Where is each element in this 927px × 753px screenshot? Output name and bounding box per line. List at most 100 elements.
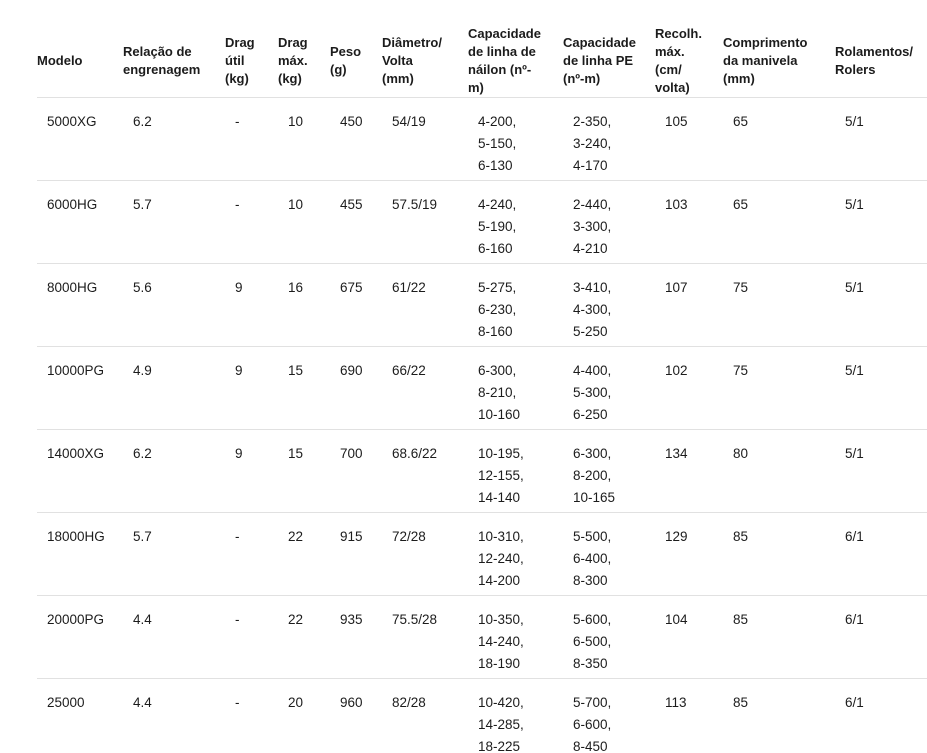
cell-diametro-volta: 75.5/28 bbox=[382, 595, 468, 679]
cell-capacidade-nailon: 10-195, 12-155, 14-140 bbox=[468, 429, 563, 513]
cell-drag-max: 15 bbox=[278, 429, 330, 513]
cell-capacidade-pe: 3-410, 4-300, 5-250 bbox=[563, 263, 655, 347]
cell-peso: 960 bbox=[330, 678, 382, 753]
cell-rolamentos: 5/1 bbox=[835, 97, 927, 181]
cell-peso: 700 bbox=[330, 429, 382, 513]
cell-drag-max: 22 bbox=[278, 595, 330, 679]
table-row: 18000HG 5.7 - 22 915 72/28 10-310, 12-24… bbox=[37, 512, 927, 596]
cell-recolhimento-max: 134 bbox=[655, 429, 723, 513]
cell-drag-max: 20 bbox=[278, 678, 330, 753]
cell-drag-util: - bbox=[225, 678, 278, 753]
cell-capacidade-nailon: 10-420, 14-285, 18-225 bbox=[468, 678, 563, 753]
cell-modelo: 18000HG bbox=[37, 512, 123, 596]
cell-relacao-engrenagem: 6.2 bbox=[123, 97, 225, 181]
cell-recolhimento-max: 105 bbox=[655, 97, 723, 181]
cell-peso: 690 bbox=[330, 346, 382, 430]
cell-comprimento-manivela: 75 bbox=[723, 263, 835, 347]
header-row: Modelo Relação de engrenagem Drag útil (… bbox=[37, 0, 927, 98]
cell-drag-max: 22 bbox=[278, 512, 330, 596]
cell-capacidade-pe: 5-700, 6-600, 8-450 bbox=[563, 678, 655, 753]
cell-diametro-volta: 72/28 bbox=[382, 512, 468, 596]
cell-comprimento-manivela: 85 bbox=[723, 595, 835, 679]
column-header-peso: Peso (g) bbox=[330, 0, 382, 98]
cell-drag-max: 10 bbox=[278, 97, 330, 181]
column-header-drag-util: Drag útil (kg) bbox=[225, 0, 278, 98]
cell-modelo: 8000HG bbox=[37, 263, 123, 347]
cell-recolhimento-max: 107 bbox=[655, 263, 723, 347]
table-row: 8000HG 5.6 9 16 675 61/22 5-275, 6-230, … bbox=[37, 263, 927, 347]
cell-peso: 455 bbox=[330, 180, 382, 264]
cell-diametro-volta: 82/28 bbox=[382, 678, 468, 753]
column-header-diametro-volta: Diâmetro/ Volta (mm) bbox=[382, 0, 468, 98]
column-header-capacidade-nailon: Capacidade de linha de náilon (nº- m) bbox=[468, 0, 563, 98]
table-row: 25000 4.4 - 20 960 82/28 10-420, 14-285,… bbox=[37, 678, 927, 753]
cell-diametro-volta: 68.6/22 bbox=[382, 429, 468, 513]
cell-relacao-engrenagem: 4.9 bbox=[123, 346, 225, 430]
cell-rolamentos: 6/1 bbox=[835, 595, 927, 679]
cell-drag-max: 16 bbox=[278, 263, 330, 347]
cell-comprimento-manivela: 85 bbox=[723, 512, 835, 596]
cell-capacidade-nailon: 4-200, 5-150, 6-130 bbox=[468, 97, 563, 181]
cell-diametro-volta: 54/19 bbox=[382, 97, 468, 181]
cell-diametro-volta: 61/22 bbox=[382, 263, 468, 347]
cell-drag-max: 15 bbox=[278, 346, 330, 430]
cell-capacidade-nailon: 10-350, 14-240, 18-190 bbox=[468, 595, 563, 679]
cell-diametro-volta: 57.5/19 bbox=[382, 180, 468, 264]
cell-modelo: 25000 bbox=[37, 678, 123, 753]
cell-comprimento-manivela: 65 bbox=[723, 97, 835, 181]
cell-relacao-engrenagem: 5.7 bbox=[123, 180, 225, 264]
cell-relacao-engrenagem: 4.4 bbox=[123, 678, 225, 753]
cell-rolamentos: 6/1 bbox=[835, 678, 927, 753]
table-row: 5000XG 6.2 - 10 450 54/19 4-200, 5-150, … bbox=[37, 97, 927, 181]
cell-rolamentos: 5/1 bbox=[835, 180, 927, 264]
cell-drag-util: - bbox=[225, 97, 278, 181]
cell-rolamentos: 5/1 bbox=[835, 263, 927, 347]
column-header-relacao-engrenagem: Relação de engrenagem bbox=[123, 0, 225, 98]
cell-drag-util: 9 bbox=[225, 346, 278, 430]
cell-capacidade-nailon: 4-240, 5-190, 6-160 bbox=[468, 180, 563, 264]
cell-comprimento-manivela: 80 bbox=[723, 429, 835, 513]
cell-peso: 450 bbox=[330, 97, 382, 181]
cell-recolhimento-max: 113 bbox=[655, 678, 723, 753]
cell-peso: 675 bbox=[330, 263, 382, 347]
cell-peso: 935 bbox=[330, 595, 382, 679]
column-header-capacidade-pe: Capacidade de linha PE (nº-m) bbox=[563, 0, 655, 98]
cell-relacao-engrenagem: 5.7 bbox=[123, 512, 225, 596]
cell-diametro-volta: 66/22 bbox=[382, 346, 468, 430]
cell-capacidade-pe: 4-400, 5-300, 6-250 bbox=[563, 346, 655, 430]
cell-modelo: 10000PG bbox=[37, 346, 123, 430]
cell-drag-max: 10 bbox=[278, 180, 330, 264]
cell-drag-util: - bbox=[225, 512, 278, 596]
table-row: 10000PG 4.9 9 15 690 66/22 6-300, 8-210,… bbox=[37, 346, 927, 430]
column-header-rolamentos: Rolamentos/ Rolers bbox=[835, 0, 927, 98]
cell-modelo: 20000PG bbox=[37, 595, 123, 679]
cell-modelo: 14000XG bbox=[37, 429, 123, 513]
cell-drag-util: 9 bbox=[225, 429, 278, 513]
column-header-comprimento-manivela: Comprimento da manivela (mm) bbox=[723, 0, 835, 98]
cell-comprimento-manivela: 85 bbox=[723, 678, 835, 753]
cell-capacidade-pe: 5-500, 6-400, 8-300 bbox=[563, 512, 655, 596]
specs-table: Modelo Relação de engrenagem Drag útil (… bbox=[37, 0, 927, 753]
table-row: 20000PG 4.4 - 22 935 75.5/28 10-350, 14-… bbox=[37, 595, 927, 679]
cell-modelo: 6000HG bbox=[37, 180, 123, 264]
column-header-drag-max: Drag máx. (kg) bbox=[278, 0, 330, 98]
cell-capacidade-pe: 6-300, 8-200, 10-165 bbox=[563, 429, 655, 513]
cell-drag-util: 9 bbox=[225, 263, 278, 347]
cell-comprimento-manivela: 75 bbox=[723, 346, 835, 430]
cell-capacidade-pe: 5-600, 6-500, 8-350 bbox=[563, 595, 655, 679]
column-header-modelo: Modelo bbox=[37, 0, 123, 98]
cell-rolamentos: 6/1 bbox=[835, 512, 927, 596]
table-row: 14000XG 6.2 9 15 700 68.6/22 10-195, 12-… bbox=[37, 429, 927, 513]
cell-modelo: 5000XG bbox=[37, 97, 123, 181]
cell-rolamentos: 5/1 bbox=[835, 346, 927, 430]
cell-relacao-engrenagem: 6.2 bbox=[123, 429, 225, 513]
cell-capacidade-nailon: 10-310, 12-240, 14-200 bbox=[468, 512, 563, 596]
cell-capacidade-nailon: 6-300, 8-210, 10-160 bbox=[468, 346, 563, 430]
cell-capacidade-nailon: 5-275, 6-230, 8-160 bbox=[468, 263, 563, 347]
cell-capacidade-pe: 2-350, 3-240, 4-170 bbox=[563, 97, 655, 181]
cell-recolhimento-max: 102 bbox=[655, 346, 723, 430]
cell-rolamentos: 5/1 bbox=[835, 429, 927, 513]
cell-relacao-engrenagem: 5.6 bbox=[123, 263, 225, 347]
cell-comprimento-manivela: 65 bbox=[723, 180, 835, 264]
column-header-recolhimento-max: Recolh. máx. (cm/ volta) bbox=[655, 0, 723, 98]
